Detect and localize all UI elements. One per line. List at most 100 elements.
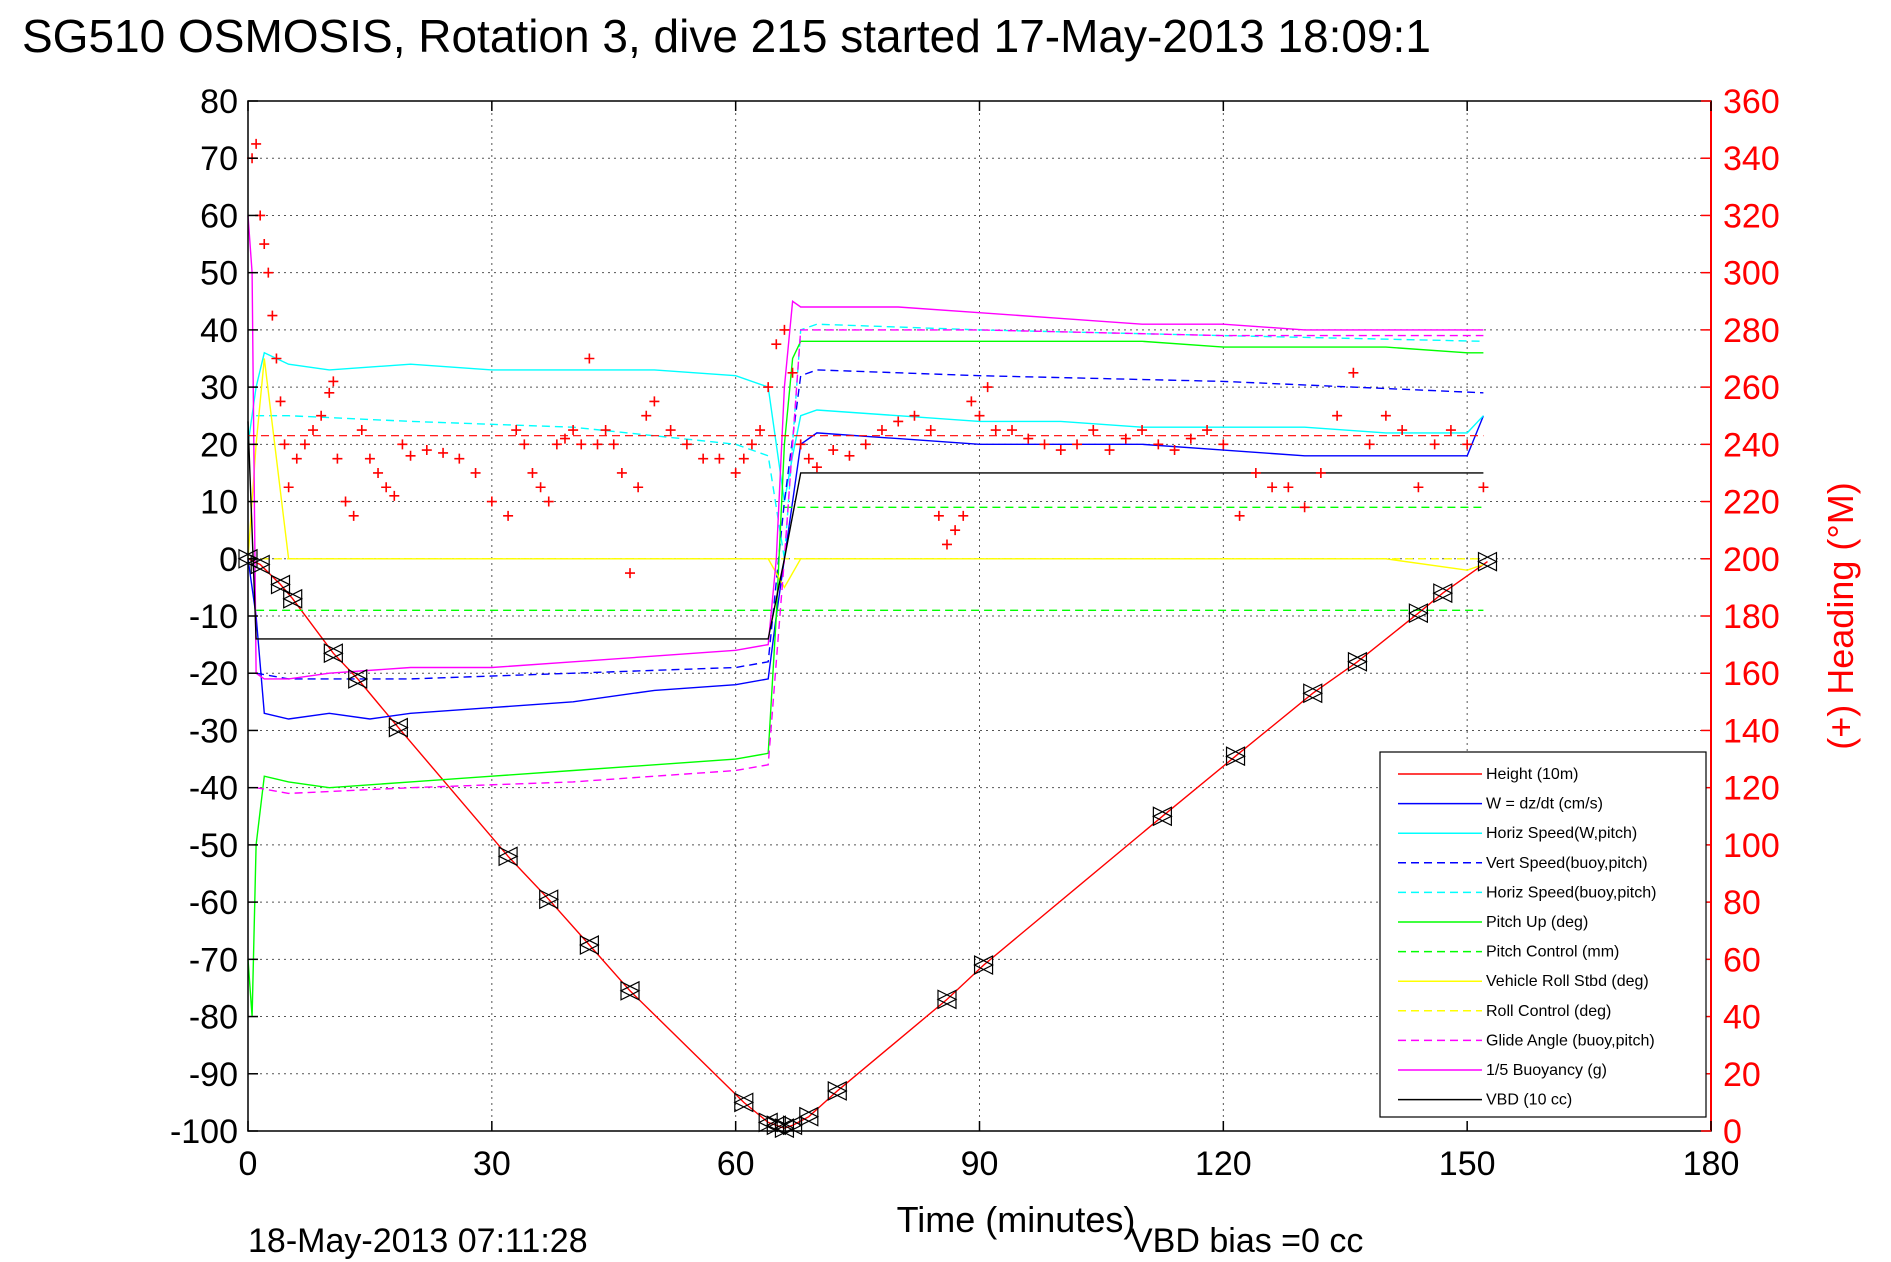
y2-tick-label-9: 180 <box>1723 598 1780 636</box>
legend-label-6: Pitch Control (mm) <box>1486 944 1619 961</box>
heading-point-24 <box>397 439 408 450</box>
y-tick-label-2: 60 <box>200 197 238 235</box>
legend-label-0: Height (10m) <box>1486 766 1578 783</box>
y2-tick-label-1: 340 <box>1723 140 1780 178</box>
heading-point-12 <box>308 425 319 436</box>
heading-point-54 <box>730 467 741 478</box>
y-tick-label-18: -100 <box>170 1113 238 1151</box>
series-lines <box>247 215 1488 1129</box>
chart-title: SG510 OSMOSIS, Rotation 3, dive 215 star… <box>22 10 1431 62</box>
heading-point-93 <box>1218 439 1229 450</box>
y2-tick-label-13: 100 <box>1723 827 1780 865</box>
legend-label-1: W = dz/dt (cm/s) <box>1486 796 1603 813</box>
height-marker-left-5 <box>347 668 368 689</box>
heading-point-107 <box>1445 425 1456 436</box>
height-marker-left-8 <box>538 889 559 910</box>
y-tick-label-12: -40 <box>189 770 238 808</box>
series-line-2 <box>247 351 1484 502</box>
height-triangle-markers <box>237 548 1498 1139</box>
heading-point-13 <box>316 410 327 421</box>
height-marker-left-12 <box>757 1112 778 1133</box>
heading-point-106 <box>1429 439 1440 450</box>
y-tick-label-6: 20 <box>200 426 238 464</box>
heading-point-84 <box>1072 439 1083 450</box>
heading-point-22 <box>381 482 392 493</box>
heading-point-100 <box>1332 410 1343 421</box>
heading-point-104 <box>1397 425 1408 436</box>
height-marker-left-3 <box>282 588 303 609</box>
legend-label-9: Glide Angle (buoy,pitch) <box>1486 1032 1655 1049</box>
height-marker-left-26 <box>1477 551 1498 572</box>
legend-label-4: Horiz Speed(buoy,pitch) <box>1486 884 1656 901</box>
heading-point-28 <box>454 453 465 464</box>
heading-point-53 <box>714 453 725 464</box>
heading-point-21 <box>373 467 384 478</box>
series-line-10 <box>247 215 1484 680</box>
heading-point-41 <box>584 353 595 364</box>
heading-point-29 <box>470 467 481 478</box>
series-line-1 <box>247 415 1485 720</box>
height-marker-left-24 <box>1408 603 1429 624</box>
height-marker-left-6 <box>388 717 408 738</box>
heading-point-76 <box>966 396 977 407</box>
heading-point-37 <box>551 439 562 450</box>
heading-point-97 <box>1283 482 1294 493</box>
heading-point-43 <box>600 425 611 436</box>
height-marker-left-17 <box>826 1080 847 1101</box>
height-marker-left-20 <box>1152 806 1172 827</box>
heading-point-40 <box>576 439 587 450</box>
height-marker-left-16 <box>798 1106 819 1127</box>
height-marker-left-9 <box>579 935 599 955</box>
y-tick-label-7: 10 <box>200 484 238 522</box>
heading-point-9 <box>283 482 294 493</box>
y-tick-label-14: -60 <box>189 884 238 922</box>
x-tick-label-0: 0 <box>239 1145 258 1183</box>
heading-point-3 <box>259 239 270 250</box>
x-axis-ticks: 0 30 60 90 120 150 180 <box>239 101 1740 1183</box>
y2-tick-label-16: 40 <box>1723 999 1761 1037</box>
heading-point-26 <box>421 445 432 456</box>
y-tick-label-10: -20 <box>189 655 238 693</box>
heading-point-99 <box>1315 467 1326 478</box>
y-tick-label-1: 70 <box>200 140 238 178</box>
y2-tick-label-5: 260 <box>1723 369 1780 407</box>
heading-point-103 <box>1380 410 1391 421</box>
legend-label-5: Pitch Up (deg) <box>1486 914 1588 931</box>
heading-point-20 <box>364 453 375 464</box>
y2-tick-label-4: 280 <box>1723 312 1780 350</box>
heading-point-52 <box>698 453 709 464</box>
y-tick-label-11: -30 <box>189 712 238 750</box>
x-tick-label-1: 30 <box>473 1145 511 1183</box>
heading-point-92 <box>1202 425 1213 436</box>
height-marker-left-25 <box>1432 583 1453 604</box>
heading-point-71 <box>925 425 936 436</box>
x-tick-label-6: 180 <box>1683 1145 1740 1183</box>
height-marker-left-1 <box>249 554 270 575</box>
y2-tick-label-14: 80 <box>1723 884 1761 922</box>
heading-point-109 <box>1478 482 1489 493</box>
heading-point-67 <box>860 439 871 450</box>
x-tick-label-3: 90 <box>961 1145 999 1183</box>
heading-point-66 <box>844 450 855 461</box>
heading-point-74 <box>950 525 961 536</box>
height-marker-left-11 <box>733 1092 754 1113</box>
y-tick-label-0: 80 <box>200 83 238 121</box>
y-axis-ticks: 80 70 60 50 40 30 20 10 0 -10 -20 -30 -40 -50 -60 -70 -8… <box>170 83 258 1151</box>
heading-point-31 <box>503 510 514 521</box>
heading-point-7 <box>275 396 286 407</box>
heading-point-88 <box>1137 425 1148 436</box>
height-marker-left-13 <box>765 1115 786 1136</box>
heading-point-60 <box>779 324 790 335</box>
series-line-3 <box>255 369 1484 680</box>
heading-point-1 <box>251 138 262 149</box>
heading-point-55 <box>738 453 749 464</box>
y-tick-label-17: -90 <box>189 1056 238 1094</box>
heading-point-77 <box>974 410 985 421</box>
legend-label-3: Vert Speed(buoy,pitch) <box>1486 855 1648 872</box>
series-line-4 <box>256 323 1484 559</box>
heading-point-47 <box>633 482 644 493</box>
heading-point-25 <box>405 450 416 461</box>
height-marker-left-14 <box>774 1118 795 1139</box>
heading-point-59 <box>771 339 782 350</box>
